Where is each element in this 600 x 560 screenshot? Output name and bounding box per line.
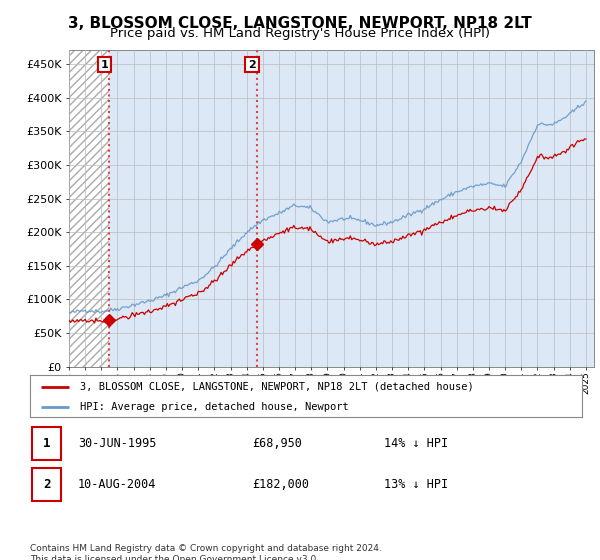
Text: Contains HM Land Registry data © Crown copyright and database right 2024.
This d: Contains HM Land Registry data © Crown c…	[30, 544, 382, 560]
Text: £182,000: £182,000	[252, 478, 309, 491]
Text: 1: 1	[43, 437, 50, 450]
FancyBboxPatch shape	[32, 427, 61, 460]
Text: HPI: Average price, detached house, Newport: HPI: Average price, detached house, Newp…	[80, 402, 349, 412]
FancyBboxPatch shape	[32, 468, 61, 501]
Text: 1: 1	[101, 59, 109, 69]
Text: 13% ↓ HPI: 13% ↓ HPI	[384, 478, 448, 491]
Text: 10-AUG-2004: 10-AUG-2004	[78, 478, 157, 491]
Bar	[69, 50, 109, 367]
Text: 2: 2	[248, 59, 256, 69]
Text: £68,950: £68,950	[252, 437, 302, 450]
Text: 14% ↓ HPI: 14% ↓ HPI	[384, 437, 448, 450]
Text: 3, BLOSSOM CLOSE, LANGSTONE, NEWPORT, NP18 2LT (detached house): 3, BLOSSOM CLOSE, LANGSTONE, NEWPORT, NP…	[80, 382, 473, 392]
Text: 2: 2	[43, 478, 50, 491]
Text: Price paid vs. HM Land Registry's House Price Index (HPI): Price paid vs. HM Land Registry's House …	[110, 27, 490, 40]
Text: 30-JUN-1995: 30-JUN-1995	[78, 437, 157, 450]
Text: 3, BLOSSOM CLOSE, LANGSTONE, NEWPORT, NP18 2LT: 3, BLOSSOM CLOSE, LANGSTONE, NEWPORT, NP…	[68, 16, 532, 31]
